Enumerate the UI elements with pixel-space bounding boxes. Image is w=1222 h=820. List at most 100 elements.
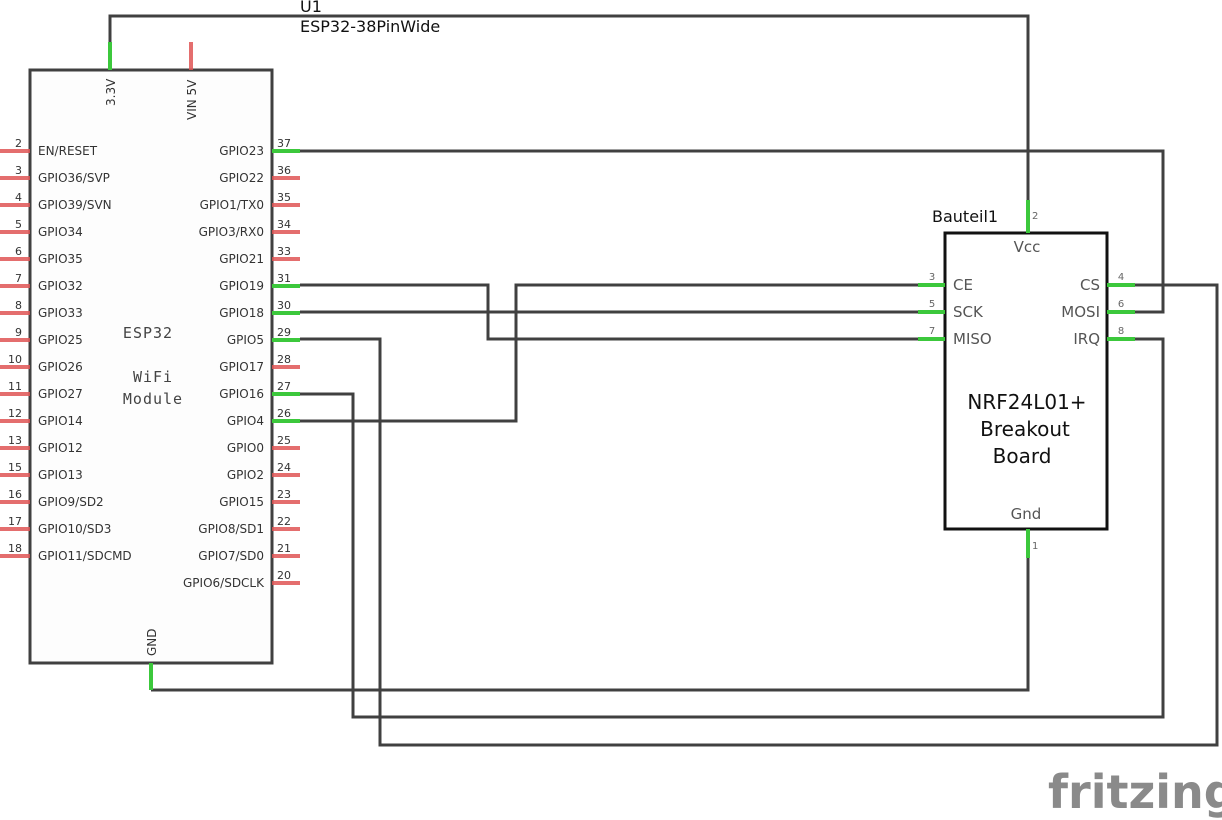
nrf-title-1: NRF24L01+ bbox=[967, 390, 1086, 414]
esp32-pin-num: 16 bbox=[8, 488, 22, 501]
esp32-pin-label: GPIO35 bbox=[38, 252, 83, 266]
esp32-pin-label: GPIO15 bbox=[219, 495, 264, 509]
wire-gpio23-mosi[interactable] bbox=[300, 149, 1165, 314]
fritzing-logo: fritzing bbox=[1048, 765, 1222, 819]
esp32-pin-num: 9 bbox=[15, 326, 22, 339]
wire-gpio5-cs[interactable] bbox=[300, 283, 1219, 747]
esp32-pin-label: GPIO33 bbox=[38, 306, 83, 320]
pin-vin-label: VIN 5V bbox=[185, 79, 199, 120]
esp32-pin-num: 20 bbox=[277, 569, 291, 582]
esp32-pin-label: GPIO26 bbox=[38, 360, 83, 374]
esp32-pin-num: 35 bbox=[277, 191, 291, 204]
nrf-pin-num: 4 bbox=[1118, 272, 1124, 283]
esp32-pin-num: 27 bbox=[277, 380, 291, 393]
esp32-pin-label: GPIO6/SDCLK bbox=[183, 576, 265, 590]
esp32-pin-label: GPIO9/SD2 bbox=[38, 495, 104, 509]
pin-gnd-label: GND bbox=[145, 628, 159, 656]
esp32-pin-label: GPIO1/TX0 bbox=[200, 198, 264, 212]
esp32-pin-label: GPIO19 bbox=[219, 279, 264, 293]
esp32-pin-num: 8 bbox=[15, 299, 22, 312]
esp32-pin-num: 23 bbox=[277, 488, 291, 501]
esp32-label-wifi: WiFi bbox=[133, 368, 173, 386]
esp32-pin-num: 13 bbox=[8, 434, 22, 447]
esp32-pin-num: 34 bbox=[277, 218, 291, 231]
esp32-pin-label: GPIO34 bbox=[38, 225, 83, 239]
esp32-pin-label: GPIO2 bbox=[227, 468, 264, 482]
esp32-pin-label: GPIO8/SD1 bbox=[198, 522, 264, 536]
esp32-pin-num: 25 bbox=[277, 434, 291, 447]
wire-gpio4-ce[interactable] bbox=[300, 283, 918, 423]
nrf-ref: Bauteil1 bbox=[932, 207, 998, 226]
esp32-pin-label: GPIO14 bbox=[38, 414, 83, 428]
esp32-pin-num: 10 bbox=[8, 353, 22, 366]
pin-vcc-label: Vcc bbox=[1014, 238, 1041, 256]
esp32-pin-num: 26 bbox=[277, 407, 291, 420]
esp32-pin-label: GPIO32 bbox=[38, 279, 83, 293]
esp32-pin-label: GPIO7/SD0 bbox=[198, 549, 264, 563]
esp32-pin-label: GPIO16 bbox=[219, 387, 264, 401]
esp32-pin-num: 17 bbox=[8, 515, 22, 528]
wires bbox=[108, 14, 1219, 747]
esp32-module[interactable]: U1 ESP32-38PinWide ESP32 WiFi Module 3.3… bbox=[0, 0, 440, 690]
esp32-pin-num: 3 bbox=[15, 164, 22, 177]
esp32-label-module: Module bbox=[123, 390, 183, 408]
esp32-pin-label: GPIO22 bbox=[219, 171, 264, 185]
nrf-body bbox=[943, 231, 1109, 531]
esp32-pin-num: 21 bbox=[277, 542, 291, 555]
wire-gpio16-irq[interactable] bbox=[300, 337, 1165, 719]
esp32-pin-num: 6 bbox=[15, 245, 22, 258]
esp32-pin-num: 30 bbox=[277, 299, 291, 312]
esp32-pin-num: 12 bbox=[8, 407, 22, 420]
esp32-pin-label: GPIO27 bbox=[38, 387, 83, 401]
nrf-pin-label: IRQ bbox=[1073, 330, 1100, 348]
esp32-pin-num: 18 bbox=[8, 542, 22, 555]
esp32-pin-label: GPIO17 bbox=[219, 360, 264, 374]
esp32-pin-label: GPIO11/SDCMD bbox=[38, 549, 132, 563]
esp32-label: ESP32 bbox=[123, 324, 173, 342]
nrf-pin-num: 8 bbox=[1118, 326, 1124, 337]
esp32-ref: U1 bbox=[300, 0, 322, 16]
esp32-pin-num: 29 bbox=[277, 326, 291, 339]
esp32-pin-num: 11 bbox=[8, 380, 22, 393]
esp32-pin-label: GPIO36/SVP bbox=[38, 171, 110, 185]
wire-3v3-vcc[interactable] bbox=[108, 14, 1030, 200]
esp32-pin-label: GPIO39/SVN bbox=[38, 198, 112, 212]
nrf-pin-label: CE bbox=[953, 276, 973, 294]
nrf-pin-label: SCK bbox=[953, 303, 984, 321]
nrf-pin-num: 6 bbox=[1118, 299, 1124, 310]
esp32-pin-num: 31 bbox=[277, 272, 291, 285]
esp32-pin-num: 7 bbox=[15, 272, 22, 285]
wire-gnd[interactable] bbox=[151, 558, 1030, 692]
nrf-pin-num: 5 bbox=[929, 299, 935, 310]
nrf-pin-label: MISO bbox=[953, 330, 992, 348]
esp32-pin-label: EN/RESET bbox=[38, 144, 98, 158]
nrf-pin-label: MOSI bbox=[1061, 303, 1100, 321]
esp32-pin-label: GPIO3/RX0 bbox=[199, 225, 264, 239]
nrf-title-3: Board bbox=[993, 444, 1052, 468]
nrf-pin-label: CS bbox=[1080, 276, 1100, 294]
esp32-pin-label: GPIO23 bbox=[219, 144, 264, 158]
esp32-pin-label: GPIO25 bbox=[38, 333, 83, 347]
esp32-pin-num: 33 bbox=[277, 245, 291, 258]
esp32-pin-num: 4 bbox=[15, 191, 22, 204]
pin-3v3-label: 3.3V bbox=[104, 78, 118, 106]
nrf-title-2: Breakout bbox=[980, 417, 1070, 441]
esp32-pin-label: GPIO4 bbox=[227, 414, 264, 428]
esp32-pin-num: 37 bbox=[277, 137, 291, 150]
esp32-pin-label: GPIO12 bbox=[38, 441, 83, 455]
esp32-pin-num: 5 bbox=[15, 218, 22, 231]
esp32-pin-num: 36 bbox=[277, 164, 291, 177]
nrf24l01-board[interactable]: Bauteil1 2 Vcc 1 Gnd NRF24L01+ Breakout … bbox=[918, 200, 1135, 558]
esp32-pin-label: GPIO5 bbox=[227, 333, 264, 347]
esp32-pin-num: 28 bbox=[277, 353, 291, 366]
nrf-pin-num: 7 bbox=[929, 326, 935, 337]
esp32-pin-label: GPIO0 bbox=[227, 441, 264, 455]
esp32-pin-label: GPIO13 bbox=[38, 468, 83, 482]
pin-vcc-num: 2 bbox=[1032, 211, 1038, 222]
nrf-pin-num: 3 bbox=[929, 272, 935, 283]
esp32-pin-label: GPIO21 bbox=[219, 252, 264, 266]
esp32-pin-label: GPIO10/SD3 bbox=[38, 522, 111, 536]
esp32-pin-num: 24 bbox=[277, 461, 291, 474]
esp32-part: ESP32-38PinWide bbox=[300, 17, 440, 36]
